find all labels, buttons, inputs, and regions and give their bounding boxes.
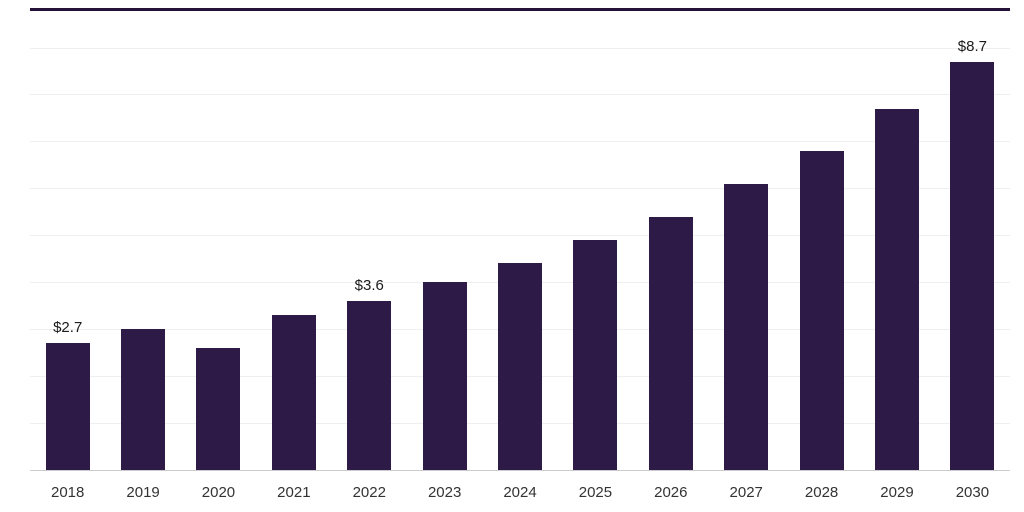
gridline-5	[30, 235, 1010, 236]
bar-column-2022: $3.6	[332, 277, 407, 470]
bar-2028	[799, 151, 844, 470]
x-tick-label-2020: 2020	[201, 484, 236, 501]
gridline-6	[30, 188, 1010, 189]
x-tick-label-2022: 2022	[352, 484, 386, 501]
bar-column-2025	[558, 240, 633, 470]
x-tick-label-2025: 2025	[578, 484, 613, 501]
x-axis-labels: 2018 2019 2020 2021 2022 2023 2024 2025 2026 2027…	[30, 471, 1010, 501]
bar-column-2030: $8.7	[935, 38, 1010, 470]
bar-value-label-2030: $8.7	[957, 38, 987, 55]
bar-2020	[196, 348, 241, 470]
bar-column-2018: $2.7	[30, 319, 105, 470]
bar-column-2028	[784, 151, 859, 470]
x-tick-label-2021: 2021	[277, 484, 311, 501]
x-tick-label-2026: 2026	[654, 484, 688, 501]
x-tick-label-2018: 2018	[51, 484, 85, 501]
bar-column-2026	[633, 217, 708, 470]
bar-column-2029	[859, 109, 934, 470]
bar-2029	[874, 109, 919, 470]
bar-2030	[950, 62, 995, 470]
gridline-7	[30, 141, 1010, 142]
bars-row: $2.7 $3.6 $8.7	[30, 11, 1010, 470]
x-tick-label-2029: 2029	[880, 484, 914, 501]
x-tick-label-2030: 2030	[955, 484, 990, 501]
bar-2024	[498, 263, 543, 470]
bar-column-2023	[407, 282, 482, 470]
bar-column-2024	[482, 263, 557, 470]
bar-2025	[573, 240, 618, 470]
chart-top-rule	[30, 8, 1010, 11]
x-tick-label-2023: 2023	[427, 484, 462, 501]
bar-2022	[347, 301, 392, 470]
bar-2018	[45, 343, 90, 470]
x-axis-line	[30, 470, 1010, 471]
bar-2019	[121, 329, 166, 470]
bar-column-2021	[256, 315, 331, 470]
x-tick-label-2027: 2027	[729, 484, 763, 501]
bar-value-label-2018: $2.7	[53, 319, 83, 336]
gridline-8	[30, 94, 1010, 95]
bar-2023	[422, 282, 467, 470]
plot-area: $2.7 $3.6 $8.7	[30, 11, 1010, 471]
x-tick-label-2024: 2024	[503, 484, 537, 501]
bar-2027	[724, 184, 769, 470]
bar-2021	[271, 315, 316, 470]
x-tick-label-2019: 2019	[126, 484, 160, 501]
bar-column-2020	[181, 348, 256, 470]
x-tick-label-2028: 2028	[804, 484, 839, 501]
gridline-9	[30, 48, 1010, 49]
bar-2026	[648, 217, 693, 470]
bar-column-2027	[709, 184, 784, 470]
bar-column-2019	[105, 329, 180, 470]
bar-value-label-2022: $3.6	[354, 277, 384, 294]
